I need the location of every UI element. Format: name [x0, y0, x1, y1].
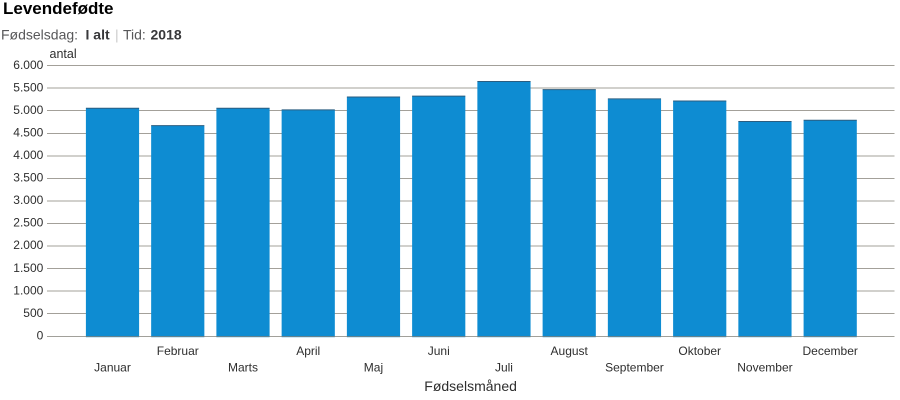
svg-text:April: April: [296, 344, 320, 358]
svg-text:I alt: I alt: [86, 27, 110, 43]
svg-text:2.000: 2.000: [13, 238, 43, 252]
svg-text:September: September: [605, 361, 664, 375]
svg-text:5.000: 5.000: [13, 103, 43, 117]
svg-text:Januar: Januar: [94, 361, 131, 375]
svg-text:Levendefødte: Levendefødte: [3, 0, 114, 18]
svg-text:November: November: [737, 361, 792, 375]
svg-text:2018: 2018: [151, 27, 182, 43]
svg-text:Juni: Juni: [428, 344, 450, 358]
svg-text:4.000: 4.000: [13, 148, 43, 162]
svg-text:Februar: Februar: [157, 344, 199, 358]
svg-text:|: |: [115, 27, 119, 43]
svg-text:3.000: 3.000: [13, 193, 43, 207]
svg-text:Oktober: Oktober: [678, 344, 721, 358]
svg-text:August: August: [551, 344, 589, 358]
svg-text:0: 0: [37, 328, 44, 342]
svg-text:500: 500: [23, 306, 43, 320]
svg-text:Tid:: Tid:: [123, 27, 146, 43]
svg-text:Fødselsdag:: Fødselsdag:: [1, 27, 78, 43]
svg-text:Marts: Marts: [228, 361, 258, 375]
svg-text:5.500: 5.500: [13, 80, 43, 94]
svg-text:4.500: 4.500: [13, 125, 43, 139]
svg-text:antal: antal: [50, 47, 77, 61]
svg-text:1.000: 1.000: [13, 283, 43, 297]
svg-text:Fødselsmåned: Fødselsmåned: [424, 378, 517, 394]
svg-text:Maj: Maj: [364, 361, 383, 375]
svg-text:2.500: 2.500: [13, 216, 43, 230]
svg-text:Juli: Juli: [495, 361, 513, 375]
svg-text:3.500: 3.500: [13, 171, 43, 185]
svg-text:1.500: 1.500: [13, 261, 43, 275]
svg-text:6.000: 6.000: [13, 58, 43, 72]
svg-text:December: December: [803, 344, 858, 358]
